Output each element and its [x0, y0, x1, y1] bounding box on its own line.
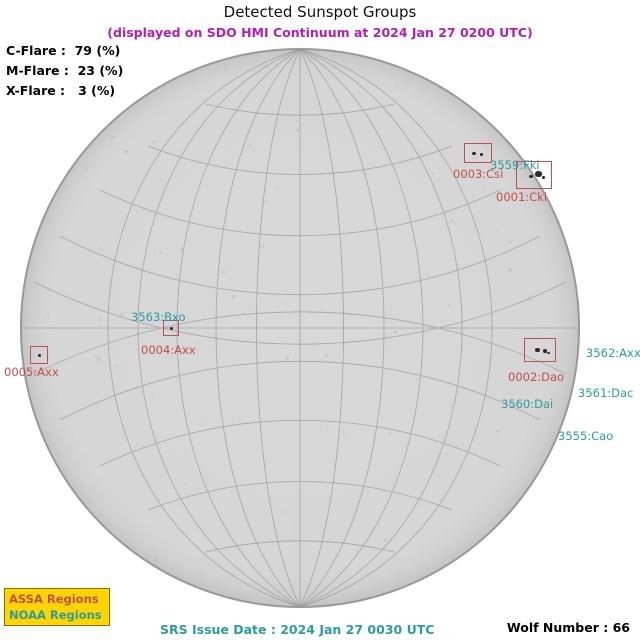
granulation-speck	[199, 423, 202, 426]
granulation-speck	[242, 311, 245, 314]
granulation-speck	[249, 307, 252, 310]
sunspot-cluster	[38, 354, 41, 357]
granulation-speck	[445, 453, 449, 457]
sunspot-cluster	[529, 175, 533, 178]
granulation-speck	[153, 140, 156, 143]
assa-region-box-0002[interactable]	[524, 338, 556, 362]
granulation-speck	[450, 404, 452, 406]
granulation-speck	[209, 152, 210, 153]
granulation-speck	[327, 145, 330, 148]
granulation-speck	[97, 357, 100, 360]
granulation-speck	[214, 293, 215, 294]
noaa-region-label-3561: 3561:Dac	[578, 386, 633, 400]
granulation-speck	[283, 303, 285, 305]
granulation-speck	[285, 511, 287, 513]
sunspot-cluster	[547, 352, 550, 354]
granulation-speck	[447, 211, 448, 212]
legend-item-assa: ASSA Regions	[9, 591, 105, 607]
granulation-speck	[181, 248, 184, 251]
sunspot-cluster	[170, 327, 173, 330]
page-title: Detected Sunspot Groups	[0, 3, 640, 21]
granulation-speck	[55, 434, 56, 435]
granulation-speck	[451, 220, 454, 223]
granulation-speck	[508, 268, 511, 271]
legend-item-noaa: NOAA Regions	[9, 607, 105, 623]
solar-limb	[20, 48, 580, 608]
sunspot-cluster	[542, 176, 545, 179]
granulation-speck	[441, 229, 443, 231]
granulation-speck	[261, 245, 264, 248]
granulation-speck	[417, 152, 419, 154]
noaa-region-label-3555: 3555:Cao	[558, 429, 613, 443]
granulation-speck	[249, 144, 252, 147]
granulation-speck	[150, 394, 153, 397]
granulation-speck	[221, 270, 224, 273]
sunspot-chart: Detected Sunspot Groups (displayed on SD…	[0, 0, 640, 640]
granulation-speck	[225, 67, 229, 71]
granulation-speck	[158, 327, 160, 329]
granulation-speck	[184, 452, 186, 454]
assa-region-label-0005: 0005:Axx	[4, 365, 59, 379]
noaa-region-label-3562: 3562:Axx	[586, 346, 640, 360]
granulation-speck	[197, 487, 199, 489]
srs-issue-date: SRS Issue Date : 2024 Jan 27 0030 UTC	[160, 622, 434, 637]
sunspot-cluster	[480, 153, 483, 156]
granulation-speck	[496, 230, 498, 232]
granulation-speck	[182, 253, 183, 254]
solar-disk	[20, 48, 580, 608]
granulation-speck	[369, 470, 370, 471]
granulation-speck	[116, 364, 117, 365]
granulation-speck	[425, 273, 428, 276]
granulation-speck	[541, 241, 542, 242]
assa-region-label-0002: 0002:Dao	[508, 370, 564, 384]
granulation-speck	[459, 206, 461, 208]
granulation-speck	[120, 312, 124, 316]
granulation-speck	[94, 355, 97, 358]
granulation-speck	[97, 307, 98, 308]
granulation-speck	[90, 501, 92, 503]
sunspot-cluster	[535, 348, 540, 352]
granulation-speck	[325, 354, 328, 357]
legend: ASSA Regions NOAA Regions	[4, 588, 110, 626]
noaa-region-label-3560: 3560:Dai	[501, 397, 553, 411]
granulation-speck	[154, 557, 158, 561]
granulation-speck	[46, 313, 48, 315]
granulation-speck	[388, 432, 391, 435]
assa-region-box-0005[interactable]	[30, 346, 48, 364]
granulation-speck	[285, 356, 289, 360]
granulation-speck	[284, 290, 286, 292]
granulation-speck	[384, 538, 387, 541]
chart-subtitle: (displayed on SDO HMI Continuum at 2024 …	[0, 25, 640, 40]
noaa-region-label-3559: 3559:Fki	[490, 158, 540, 172]
assa-region-label-0004: 0004:Axx	[141, 343, 196, 357]
assa-region-box-0003[interactable]	[464, 143, 492, 163]
sunspot-cluster	[472, 152, 476, 155]
granulation-speck	[124, 150, 128, 154]
granulation-speck	[528, 297, 532, 301]
granulation-speck	[110, 135, 114, 139]
granulation-speck	[99, 247, 103, 251]
granulation-speck	[275, 186, 279, 190]
noaa-region-label-3563: 3563:Bxo	[131, 310, 186, 324]
granulation-speck	[431, 172, 434, 175]
assa-region-label-0001: 0001:Cki	[496, 190, 547, 204]
granulation-speck	[296, 129, 299, 132]
granulation-speck	[162, 185, 164, 187]
wolf-number: Wolf Number : 66	[507, 620, 630, 635]
